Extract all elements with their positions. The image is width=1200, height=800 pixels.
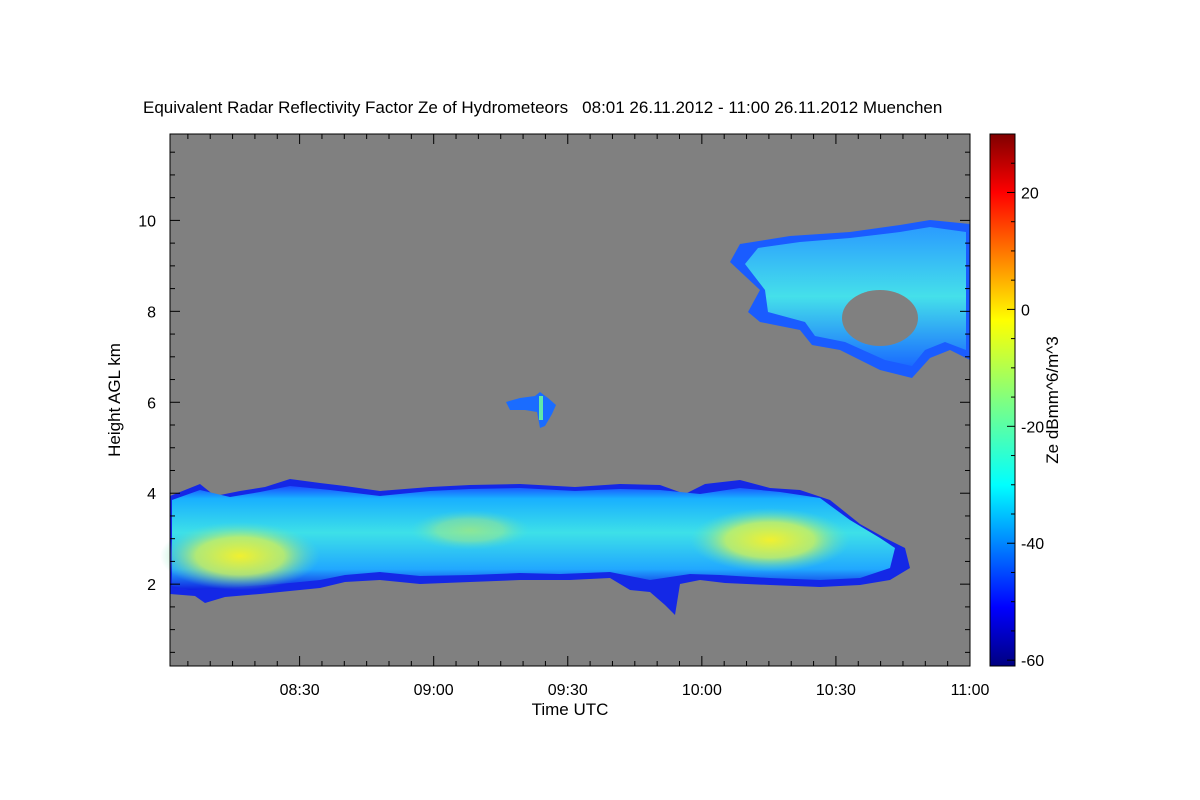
x-tick-label: 09:00 <box>414 682 454 699</box>
low-cloud-layer <box>160 479 910 615</box>
plot-frame <box>169 133 971 667</box>
x-tick-label: 10:00 <box>682 682 722 699</box>
x-tick-label: 08:30 <box>280 682 320 699</box>
colorbar <box>989 133 1016 667</box>
axes: 08:30 09:00 09:30 10:00 10:30 11:00 2 4 6 8 10 20 0 -… <box>138 133 1044 699</box>
x-tick-label: 09:30 <box>548 682 588 699</box>
y-tick-label: 4 <box>147 486 156 503</box>
isolated-echo <box>506 392 556 428</box>
y-tick-label: 6 <box>147 395 156 412</box>
colorbar-tick-label: -60 <box>1021 653 1044 670</box>
x-tick-label: 11:00 <box>951 682 990 699</box>
y-tick-label: 8 <box>147 304 156 321</box>
colorbar-title: Ze dBmm^6/m^3 <box>1043 336 1062 463</box>
colorbar-tick-label: 0 <box>1021 302 1030 319</box>
x-axis-title: Time UTC <box>532 700 609 719</box>
upper-cloud <box>730 220 970 378</box>
y-tick-label: 10 <box>138 213 156 230</box>
chart-title: Equivalent Radar Reflectivity Factor Ze … <box>143 98 942 118</box>
y-tick-label: 2 <box>147 577 156 594</box>
colorbar-tick-label: -40 <box>1021 536 1044 553</box>
x-tick-label: 10:30 <box>816 682 856 699</box>
y-axis-title: Height AGL km <box>105 343 124 457</box>
colorbar-tick-label: -20 <box>1021 419 1044 436</box>
colorbar-tick-label: 20 <box>1021 185 1039 202</box>
chart-title-subtitle: 08:01 26.11.2012 - 11:00 26.11.2012 Muen… <box>582 98 943 117</box>
chart-title-main: Equivalent Radar Reflectivity Factor Ze … <box>143 98 569 117</box>
